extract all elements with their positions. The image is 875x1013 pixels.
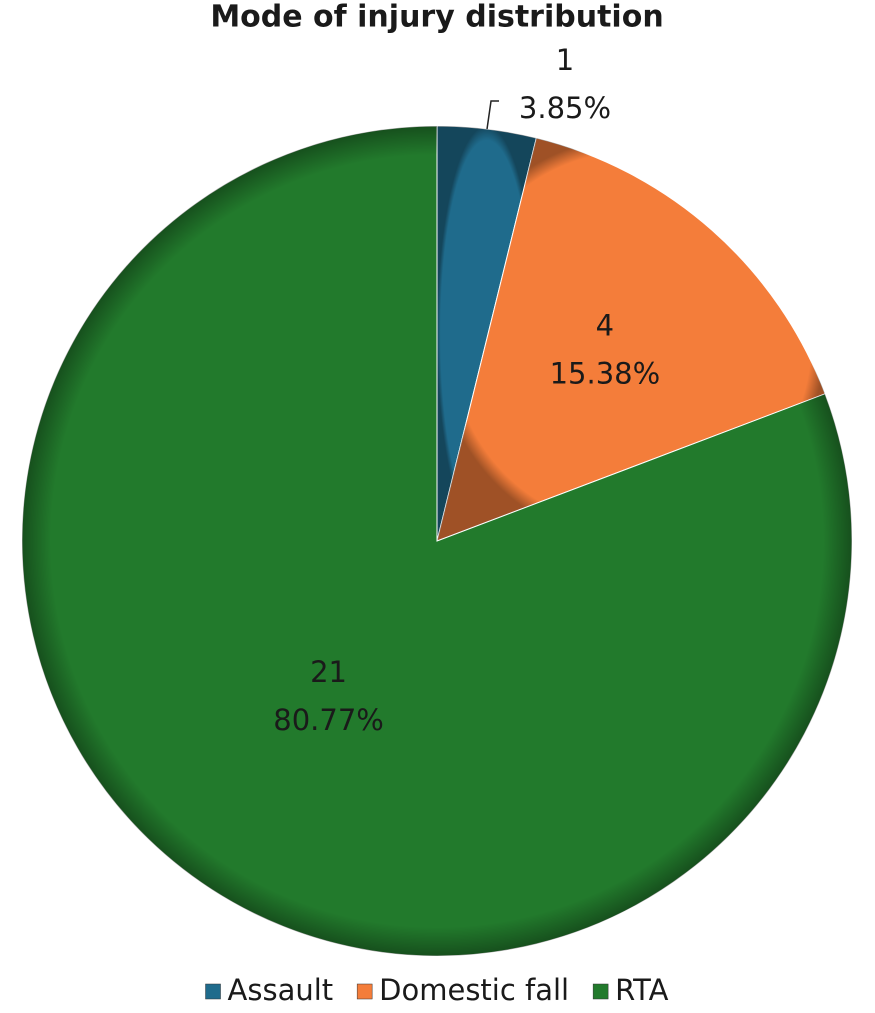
legend-swatch xyxy=(205,983,221,1000)
slice-shade xyxy=(437,126,537,541)
legend-label: Domestic fall xyxy=(379,973,569,1007)
data-labels: 1 3.85% 4 15.38% 21 80.77% xyxy=(273,43,660,737)
percentage-label: 80.77% xyxy=(273,703,384,737)
legend-swatch xyxy=(592,983,609,1000)
legend-label: RTA xyxy=(615,973,669,1007)
slice-shade xyxy=(437,138,826,541)
chart-title: Mode of injury distribution xyxy=(210,0,663,35)
slice-shade xyxy=(22,126,853,957)
percentage-label: 3.85% xyxy=(519,91,611,125)
legend-label: Assault xyxy=(228,973,334,1007)
percentage-label: 15.38% xyxy=(550,357,661,391)
legend: Assault Domestic fall RTA xyxy=(205,973,669,1007)
leader-line xyxy=(486,100,500,130)
value-label: 21 xyxy=(310,655,347,689)
value-label: 1 xyxy=(556,43,574,77)
value-label: 4 xyxy=(596,309,614,343)
legend-swatch xyxy=(356,983,373,1000)
pie xyxy=(21,125,853,957)
